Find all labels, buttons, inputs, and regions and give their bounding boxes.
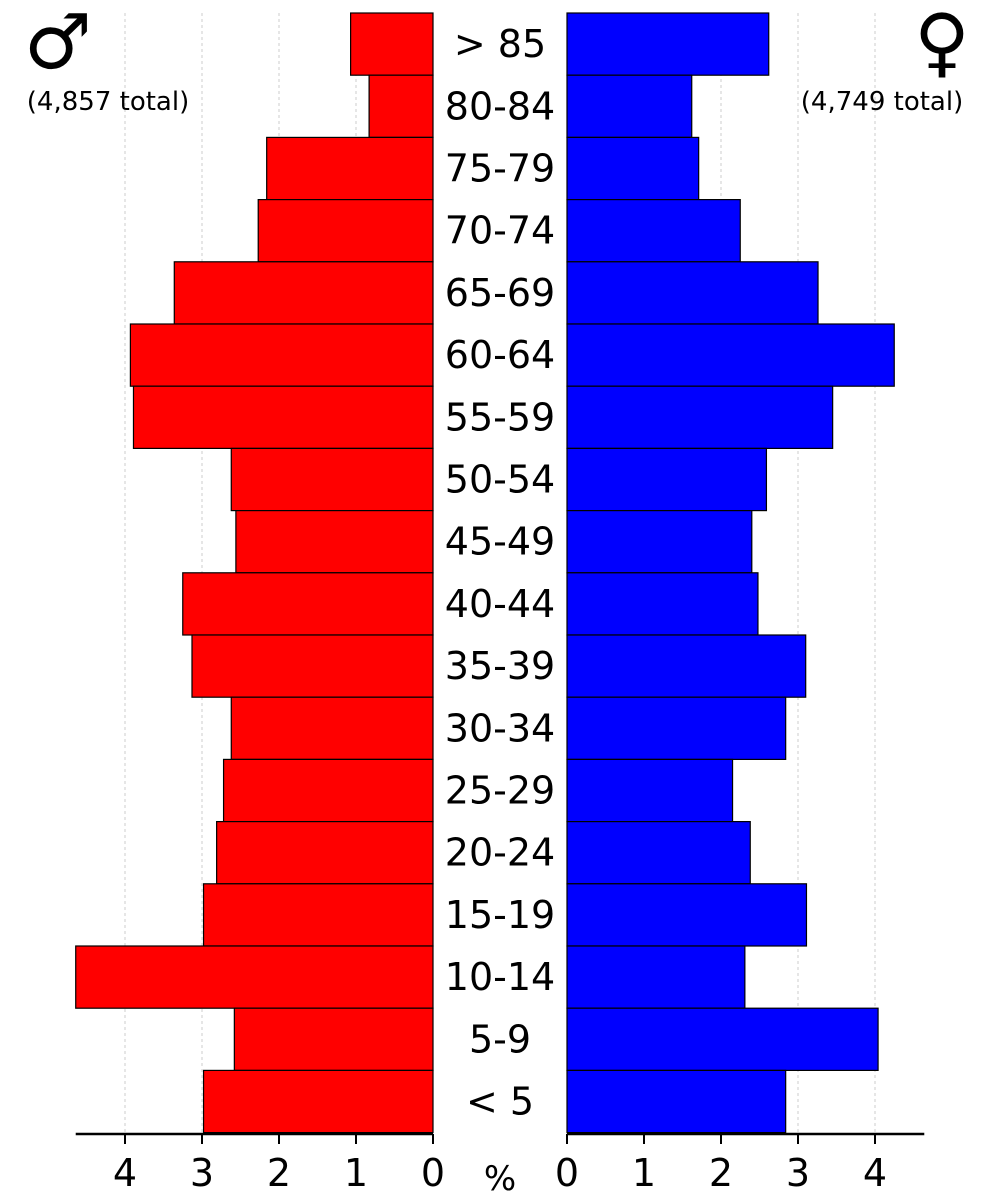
female-bar-35-39	[566, 634, 807, 698]
male-bar-75-79	[266, 136, 434, 201]
female-bar-5	[566, 1069, 787, 1134]
male-symbol: ♂	[24, 0, 92, 86]
age-group-label-75-79: 75-79	[445, 147, 555, 191]
male-bar-30-34	[230, 696, 434, 761]
male-tick-label-0: 0	[421, 1151, 445, 1195]
age-group-label-40-44: 40-44	[445, 582, 555, 626]
female-symbol: ♀	[914, 0, 970, 86]
male-bar-50-54	[230, 447, 434, 512]
male-bar-25-29	[222, 758, 434, 823]
female-bar-80-84	[566, 74, 693, 138]
female-bar-85	[566, 12, 770, 76]
female-bar-20-24	[566, 820, 751, 885]
age-group-label-60-64: 60-64	[445, 333, 555, 377]
age-group-label-35-39: 35-39	[445, 644, 555, 688]
age-group-label-25-29: 25-29	[445, 769, 555, 813]
male-tick-label-3: 3	[190, 1151, 214, 1195]
female-bar-65-69	[566, 261, 819, 325]
female-bar-5-9	[566, 1007, 879, 1072]
age-group-label-10-14: 10-14	[445, 955, 555, 999]
age-group-label-65-69: 65-69	[445, 271, 555, 315]
female-bar-70-74	[566, 199, 741, 263]
female-bar-45-49	[566, 510, 753, 574]
male-bar-85	[350, 12, 434, 76]
male-bar-65-69	[173, 261, 434, 325]
age-group-labels: > 85 80-84 75-79 70-74 65-69 60-64 55-59 50-54 4…	[445, 22, 555, 1123]
age-group-label-80-84: 80-84	[445, 84, 555, 128]
female-tick-label-1: 1	[632, 1151, 656, 1195]
male-bar-70-74	[257, 199, 434, 263]
male-bar-5-9	[233, 1007, 434, 1072]
male-bar-5	[202, 1069, 434, 1134]
male-bar-35-39	[191, 634, 434, 698]
female-bar-50-54	[566, 447, 768, 512]
female-bar-15-19	[566, 883, 808, 947]
unit-label: %	[484, 1159, 516, 1199]
male-bar-10-14	[75, 945, 434, 1009]
age-group-label-5: < 5	[466, 1080, 534, 1124]
male-bar-15-19	[202, 883, 434, 947]
age-group-label-55-59: 55-59	[445, 395, 555, 439]
female-total-label: (4,749 total)	[801, 87, 963, 117]
age-group-label-15-19: 15-19	[445, 893, 555, 937]
female-bar-60-64	[566, 323, 895, 387]
age-group-label-30-34: 30-34	[445, 706, 555, 750]
age-group-label-70-74: 70-74	[445, 209, 555, 253]
male-bar-55-59	[132, 385, 434, 450]
male-tick-label-4: 4	[113, 1151, 137, 1195]
female-bar-75-79	[566, 136, 700, 201]
bars	[75, 12, 895, 1134]
male-tick-label-2: 2	[267, 1151, 291, 1195]
age-group-label-85: > 85	[454, 22, 546, 66]
male-bar-60-64	[129, 323, 434, 387]
age-group-label-5-9: 5-9	[469, 1017, 531, 1061]
male-bar-45-49	[235, 510, 434, 574]
male-bar-20-24	[216, 820, 434, 885]
female-bar-25-29	[566, 758, 734, 823]
age-group-label-45-49: 45-49	[445, 520, 555, 564]
female-bar-55-59	[566, 385, 834, 450]
male-total-label: (4,857 total)	[27, 87, 189, 117]
female-tick-label-4: 4	[863, 1151, 887, 1195]
male-bar-40-44	[182, 572, 434, 636]
female-bar-30-34	[566, 696, 787, 761]
female-tick-label-0: 0	[555, 1151, 579, 1195]
age-group-label-20-24: 20-24	[445, 831, 555, 875]
male-bar-80-84	[368, 74, 434, 138]
age-group-label-50-54: 50-54	[445, 458, 555, 502]
female-bar-40-44	[566, 572, 759, 636]
male-tick-label-1: 1	[344, 1151, 368, 1195]
female-bar-10-14	[566, 945, 746, 1009]
female-tick-label-3: 3	[786, 1151, 810, 1195]
female-tick-label-2: 2	[709, 1151, 733, 1195]
axes: 0 0 1 1 2 2 3 3 4 4	[75, 1132, 925, 1195]
